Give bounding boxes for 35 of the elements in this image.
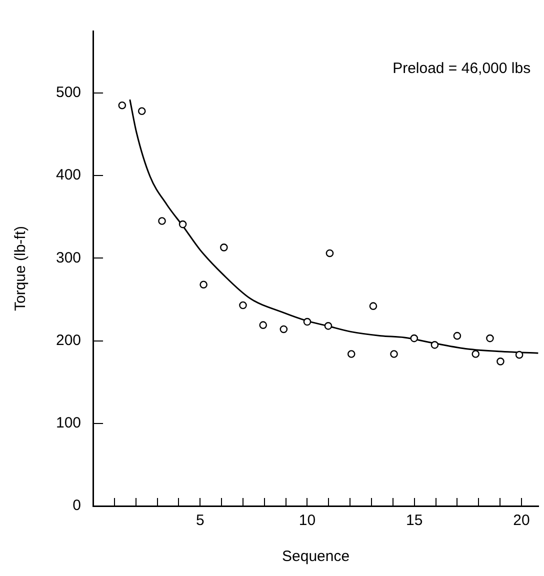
point — [486, 334, 494, 342]
point — [303, 318, 312, 326]
y-tick-label: 200 — [56, 332, 82, 349]
x-axis-title: Sequence — [282, 548, 350, 566]
y-axis-title: Torque (lb-ft) — [12, 226, 30, 312]
point — [324, 322, 332, 330]
point — [453, 332, 462, 340]
point — [280, 325, 288, 334]
point — [118, 101, 126, 110]
point — [472, 350, 480, 358]
x-tick-label: 20 — [513, 512, 530, 530]
y-tick-label: 500 — [56, 84, 82, 102]
x-tick-label: 10 — [298, 512, 316, 530]
point — [200, 280, 208, 289]
y-tick-label: 100 — [56, 414, 82, 432]
point — [326, 249, 334, 258]
annotation: Preload = 46,000 lbs — [392, 60, 531, 78]
y-tick-label: 300 — [56, 249, 82, 266]
point — [259, 321, 268, 329]
point — [239, 301, 247, 310]
y-tick-label: 400 — [56, 166, 82, 184]
point — [369, 302, 378, 310]
point — [410, 334, 418, 342]
point — [347, 350, 356, 358]
point — [220, 244, 228, 252]
point — [390, 350, 398, 358]
point — [515, 350, 524, 359]
y-tick-label: 0 — [72, 497, 82, 514]
x-tick-label: 15 — [406, 512, 423, 530]
point — [138, 107, 146, 116]
point — [158, 217, 166, 225]
point — [430, 341, 439, 349]
x-tick-label: 5 — [196, 512, 204, 530]
point — [496, 358, 504, 366]
point — [178, 220, 187, 228]
